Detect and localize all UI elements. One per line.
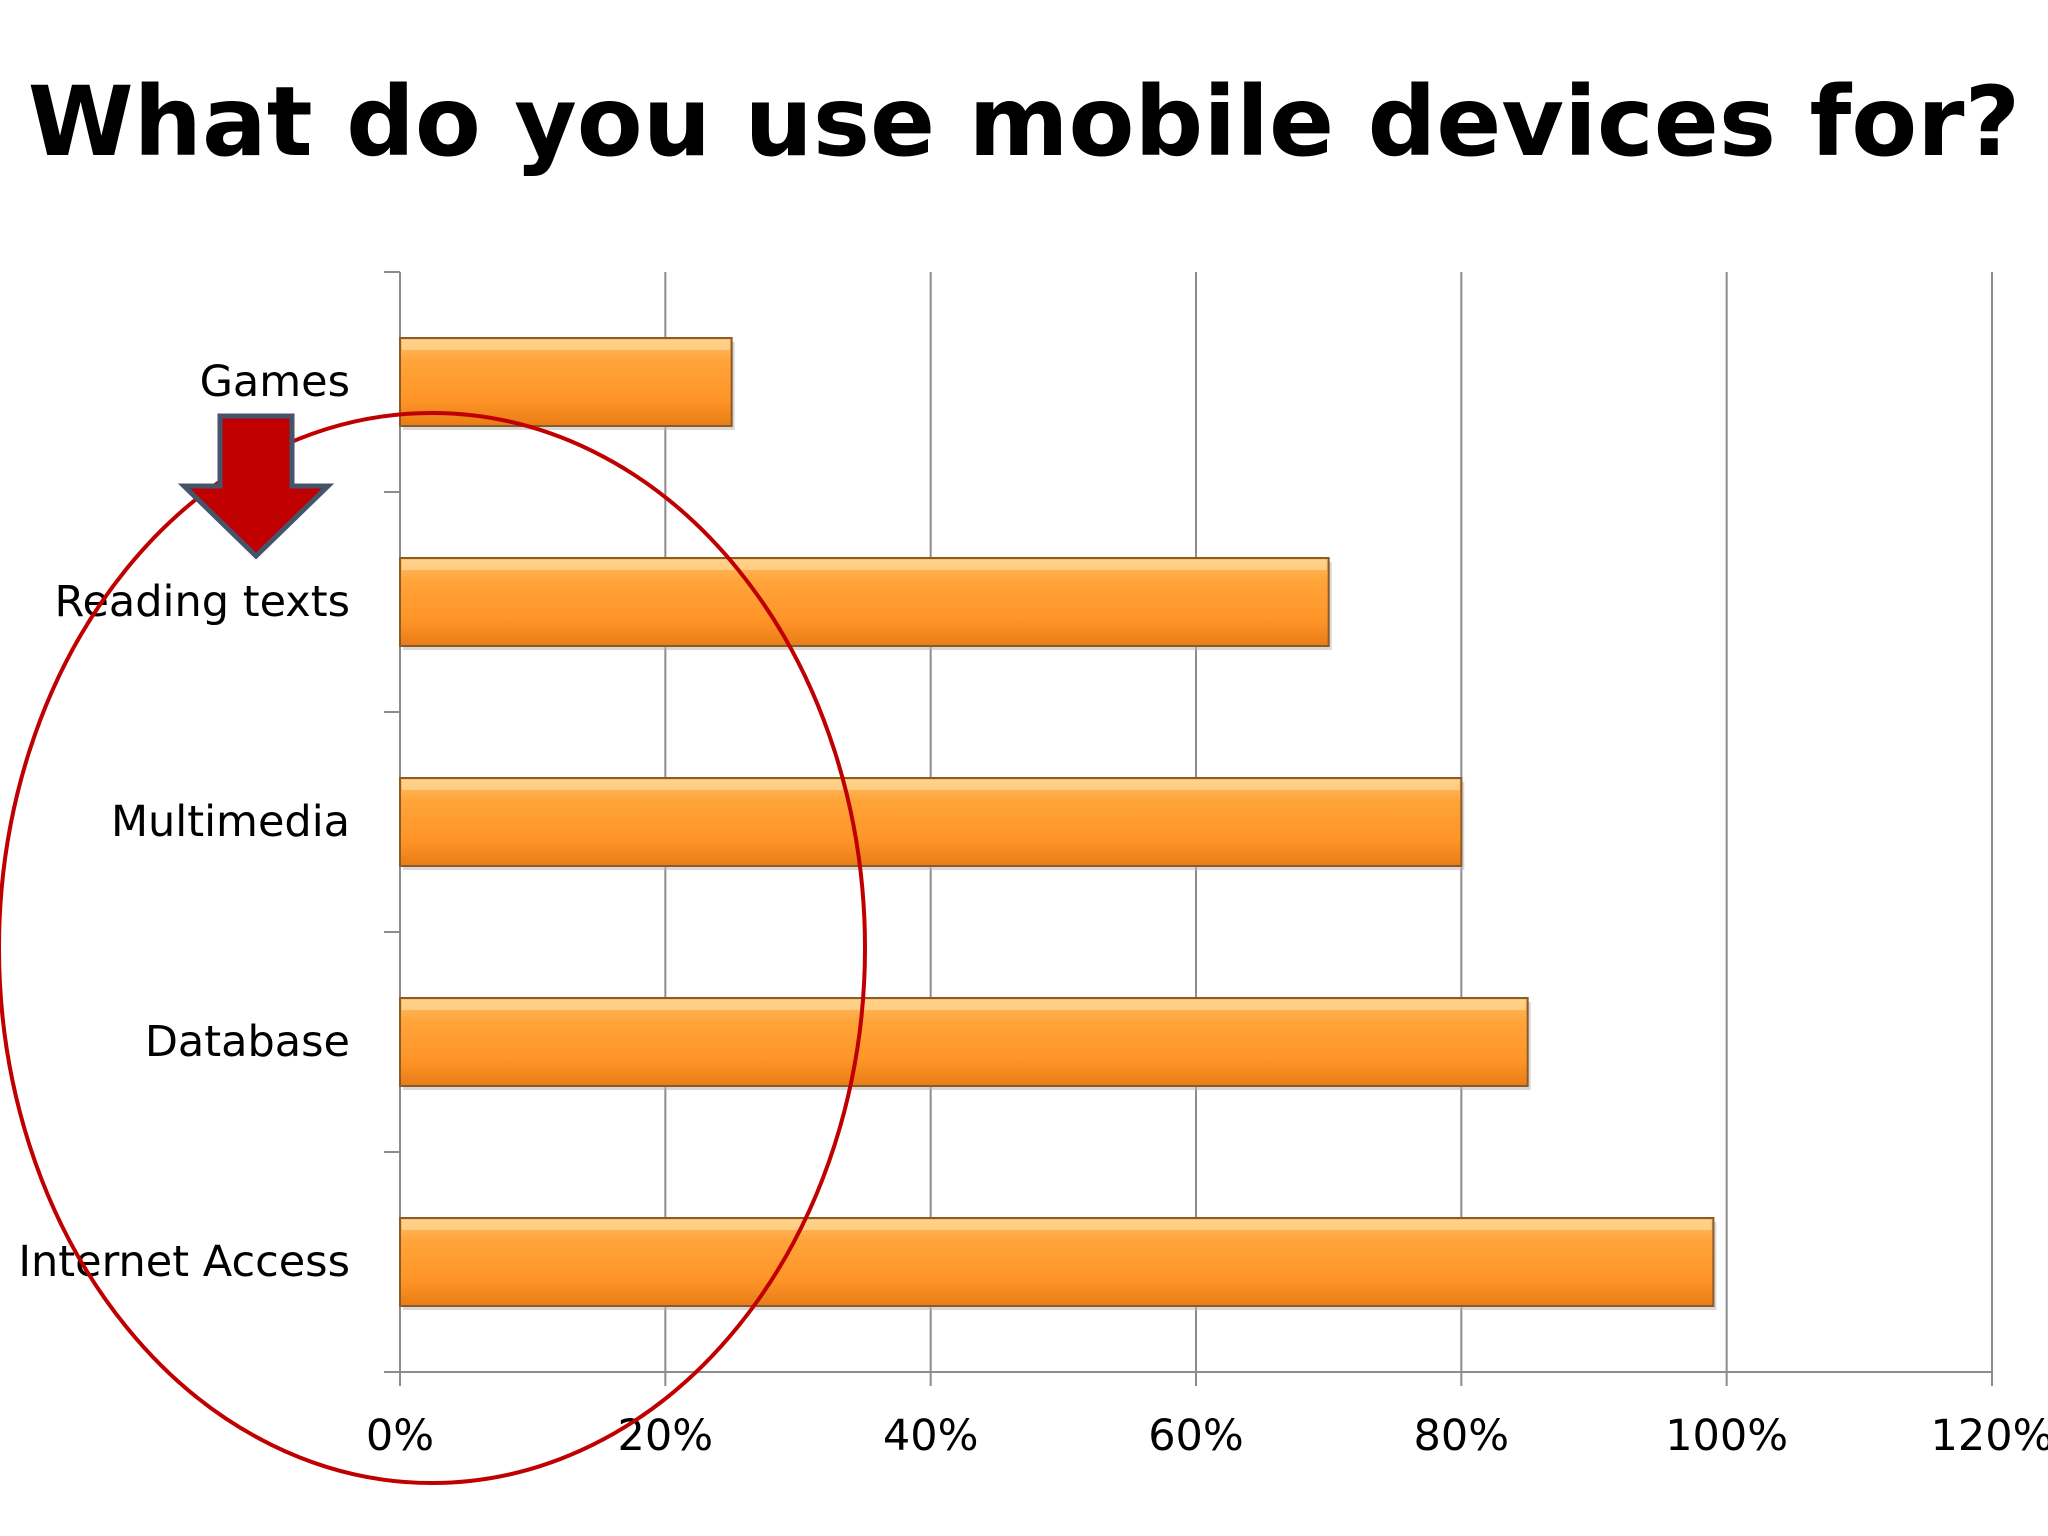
bar-group (399, 1217, 1717, 1310)
x-tick-label: 100% (1665, 1411, 1788, 1461)
bar-highlight (402, 340, 730, 350)
down-arrow-icon (177, 413, 335, 560)
annotations (0, 411, 867, 1485)
y-tick-label: Games (200, 357, 350, 407)
x-tick-label: 20% (618, 1411, 714, 1461)
y-tick-label: Database (145, 1017, 350, 1067)
x-tick-label: 40% (883, 1411, 979, 1461)
bar (399, 997, 1529, 1087)
bar (399, 557, 1330, 647)
x-tick-label: 80% (1414, 1411, 1510, 1461)
y-tick-label: Reading texts (55, 577, 350, 627)
bar-group (399, 557, 1332, 650)
highlight-circle (0, 411, 867, 1485)
y-tick-label: Multimedia (111, 797, 350, 847)
bar-group (399, 337, 735, 430)
x-tick-label: 0% (366, 1411, 434, 1461)
page-title: What do you use mobile devices for? (27, 66, 2021, 178)
bar (399, 777, 1463, 867)
bar-highlight (402, 1220, 1712, 1230)
bar-group (399, 777, 1465, 870)
bar-highlight (402, 1000, 1526, 1010)
bars (399, 337, 1717, 1310)
x-tick-label: 120% (1931, 1411, 2048, 1461)
bar (399, 337, 733, 427)
bar-group (399, 997, 1531, 1090)
bar (399, 1217, 1715, 1307)
tick-labels: 0% 20% 40% 60% 80% 100% 120% Games Reading texts… (18, 357, 2048, 1461)
y-tick-label: Internet Access (18, 1237, 350, 1287)
x-tick-label: 60% (1148, 1411, 1244, 1461)
bar-highlight (402, 560, 1327, 570)
bar-highlight (402, 780, 1460, 790)
